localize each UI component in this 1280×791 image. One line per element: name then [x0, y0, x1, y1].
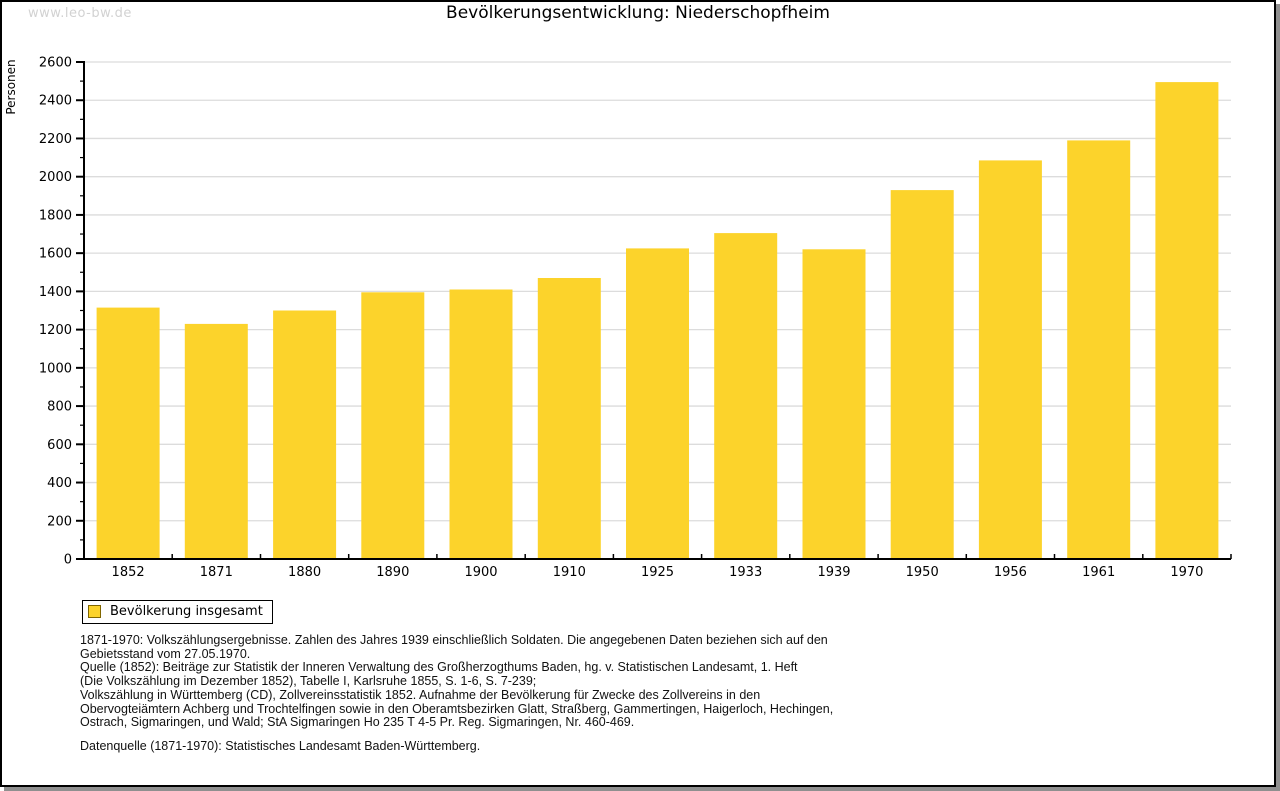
legend: Bevölkerung insgesamt: [82, 600, 273, 624]
footnote-line: Gebietsstand vom 27.05.1970.: [80, 646, 251, 661]
svg-text:1950: 1950: [906, 565, 939, 580]
svg-text:2600: 2600: [39, 56, 72, 71]
svg-text:2200: 2200: [39, 132, 72, 147]
svg-text:1956: 1956: [994, 565, 1027, 580]
svg-text:Personen: Personen: [4, 59, 18, 114]
svg-text:1400: 1400: [39, 285, 72, 300]
svg-text:1939: 1939: [817, 565, 850, 580]
footnote-line: Ostrach, Sigmaringen, und Wald; StA Sigm…: [80, 715, 635, 730]
svg-text:1600: 1600: [39, 247, 72, 262]
svg-text:1852: 1852: [112, 565, 145, 580]
footnote-line: (Die Volkszählung im Dezember 1852), Tab…: [80, 674, 537, 689]
svg-text:1970: 1970: [1170, 565, 1203, 580]
footnote-line: Obervogteiämtern Achberg und Trochtelfin…: [80, 701, 834, 716]
svg-text:1910: 1910: [553, 565, 586, 580]
legend-swatch-icon: [88, 605, 101, 618]
svg-text:400: 400: [47, 476, 72, 491]
footnote-line: Quelle (1852): Beiträge zur Statistik de…: [80, 660, 798, 675]
svg-text:1900: 1900: [464, 565, 497, 580]
datasource-line: Datenquelle (1871-1970): Statistisches L…: [80, 738, 481, 753]
footnote-line: 1871-1970: Volkszählungsergebnisse. Zahl…: [80, 633, 828, 647]
svg-text:1880: 1880: [288, 565, 321, 580]
legend-label: Bevölkerung insgesamt: [110, 604, 263, 619]
svg-text:0: 0: [64, 553, 72, 568]
svg-text:800: 800: [47, 400, 72, 415]
svg-text:1961: 1961: [1082, 565, 1115, 580]
svg-text:1925: 1925: [641, 565, 674, 580]
population-bar-chart: 0 200 400 600 800 1000 1200 1400 1600 1800 2000 220…: [4, 56, 1232, 580]
watermark: www.leo-bw.de: [28, 6, 132, 21]
svg-text:2400: 2400: [39, 94, 72, 109]
svg-text:1933: 1933: [729, 565, 762, 580]
svg-text:1871: 1871: [200, 565, 233, 580]
svg-text:1200: 1200: [39, 323, 72, 338]
page-title: Bevölkerungsentwicklung: Niederschopfhei…: [446, 3, 830, 23]
svg-text:200: 200: [47, 514, 72, 529]
footnote-line: Volkszählung in Württemberg (CD), Zollve…: [80, 687, 761, 702]
svg-text:600: 600: [47, 438, 72, 453]
svg-text:2000: 2000: [39, 170, 72, 185]
svg-text:1800: 1800: [39, 208, 72, 223]
svg-text:1890: 1890: [376, 565, 409, 580]
footnotes-block: 1871-1970: Volkszählungsergebnisse. Zahl…: [80, 633, 834, 754]
svg-text:1000: 1000: [39, 361, 72, 376]
